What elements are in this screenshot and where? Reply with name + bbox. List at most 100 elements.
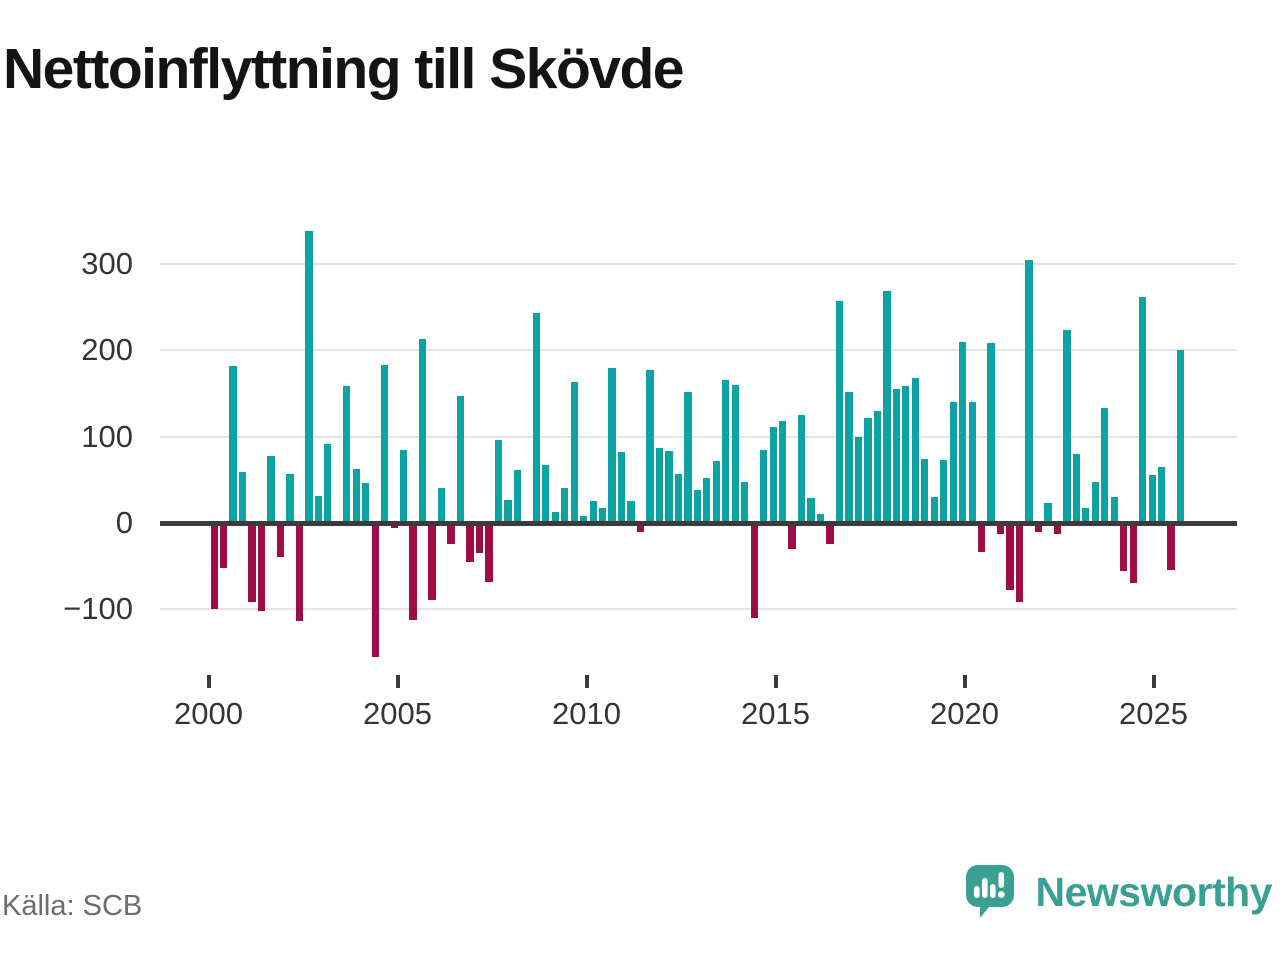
bar [835,300,844,523]
gridline [160,608,1237,611]
bar [712,460,720,523]
x-tick-label: 2000 [174,696,243,731]
x-tick-label: 2015 [741,696,810,731]
bar [257,523,266,612]
bar [722,380,730,523]
bar [779,421,787,523]
bar [996,523,1005,535]
bar [276,523,285,557]
bar [428,523,436,600]
bar [343,386,351,523]
bar [1158,466,1166,523]
bar [655,447,664,523]
bar [589,501,597,523]
x-tick-mark [395,675,400,688]
bar [1110,497,1118,523]
bar [845,391,853,523]
bar [617,452,626,523]
bar [229,365,237,523]
bar [551,511,559,523]
bar [854,436,863,523]
bar [902,386,910,523]
bar [703,478,711,523]
bar [390,523,398,529]
gridline [160,349,1237,352]
bar [1053,523,1062,535]
bar [760,449,768,523]
bar [475,523,484,554]
bar [1148,475,1156,523]
bar [314,496,323,523]
bar [494,440,503,523]
newsworthy-logo-text: Newsworthy [1035,868,1273,915]
bar [977,523,986,552]
bar [949,402,957,523]
bar [1072,453,1081,523]
bar [788,523,796,549]
bar [826,523,834,544]
y-tick-label: 0 [115,505,133,540]
bar [1101,408,1109,523]
bar [324,443,332,523]
x-tick-mark [1151,675,1156,688]
newsworthy-logo-icon [965,865,1014,918]
bar [608,368,616,523]
bar [1082,508,1090,523]
bar [1006,523,1014,591]
bar [532,313,540,523]
bar [485,523,493,582]
bar [513,470,521,523]
bar [437,488,446,523]
bar [400,449,408,523]
newsworthy-logo: Newsworthy [964,862,1273,922]
bar [873,410,882,523]
bar [1091,482,1099,523]
bar [1120,523,1128,571]
bar [371,523,379,657]
bar [883,291,891,523]
gridline [160,262,1237,265]
x-tick-mark [962,675,967,688]
gridline [160,435,1237,438]
bar [210,523,218,610]
source-caption: Källa: SCB [2,890,143,922]
bar [598,508,607,523]
bar [286,473,294,523]
zero-axis-line [160,520,1237,526]
bar [1034,523,1043,532]
y-tick-label: 100 [81,418,133,454]
bar [921,459,929,523]
bar [646,370,654,523]
x-tick-mark [584,675,589,688]
bar [381,364,389,523]
bar [968,402,976,523]
bar [750,523,758,619]
bar [940,459,948,523]
bar [542,465,550,523]
bar [466,523,474,562]
bar [418,338,427,523]
bar [1044,503,1052,523]
x-tick-label: 2005 [363,696,432,731]
y-tick-label: 300 [81,245,133,281]
bar [627,500,635,523]
bar [693,490,702,523]
bar [267,456,275,523]
y-tick-label: −100 [63,591,133,627]
bar [362,483,370,523]
bar [1015,523,1024,603]
bar [911,377,919,523]
bar [864,417,872,523]
bar [219,523,228,568]
bar [1139,297,1147,523]
bar [580,516,588,523]
bar [797,415,806,523]
bar [561,488,569,523]
bar [959,342,967,523]
bar [665,451,673,523]
bar [447,523,455,544]
bar [1063,330,1071,523]
bar [1167,523,1175,570]
